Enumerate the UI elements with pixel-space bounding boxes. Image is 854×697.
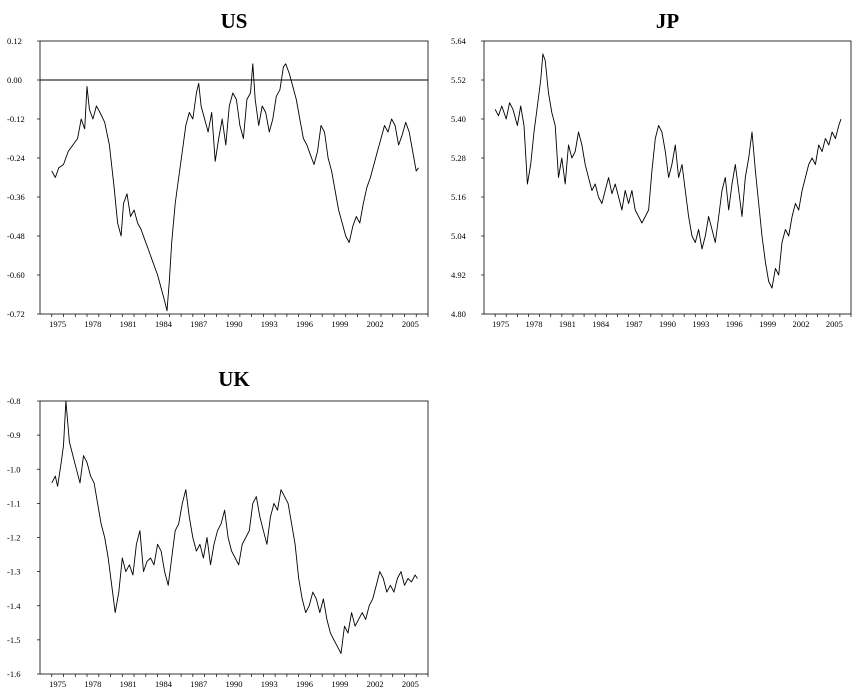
x-tick-label-us: 1999 bbox=[331, 319, 348, 329]
x-tick-label-jp: 2005 bbox=[826, 319, 843, 329]
y-tick-label-uk: -0.9 bbox=[7, 430, 20, 440]
x-tick-label-us: 2005 bbox=[402, 319, 419, 329]
y-tick-label-uk: -1.0 bbox=[7, 464, 20, 474]
y-tick-label-jp: 5.28 bbox=[451, 153, 466, 163]
x-tick-label-jp: 1981 bbox=[559, 319, 576, 329]
y-tick-label-uk: -1.2 bbox=[7, 533, 20, 543]
y-tick-label-uk: -1.6 bbox=[7, 669, 20, 679]
y-tick-label-jp: 5.16 bbox=[451, 192, 466, 202]
x-tick-label-us: 2002 bbox=[367, 319, 384, 329]
y-tick-label-us: 0.00 bbox=[7, 75, 22, 85]
x-tick-label-uk: 2005 bbox=[402, 679, 419, 689]
x-tick-label-us: 1996 bbox=[296, 319, 313, 329]
x-tick-label-uk: 1990 bbox=[226, 679, 243, 689]
x-tick-label-uk: 1981 bbox=[120, 679, 137, 689]
plot-frame-jp bbox=[483, 40, 852, 315]
x-tick-label-us: 1975 bbox=[49, 319, 66, 329]
x-tick-label-uk: 1987 bbox=[190, 679, 207, 689]
x-tick-label-us: 1987 bbox=[190, 319, 207, 329]
y-tick-label-jp: 5.04 bbox=[451, 231, 467, 241]
series-line-uk bbox=[51, 400, 418, 654]
y-tick-label-uk: -1.3 bbox=[7, 567, 20, 577]
x-tick-label-jp: 1975 bbox=[492, 319, 509, 329]
x-tick-label-us: 1990 bbox=[226, 319, 243, 329]
x-tick-label-jp: 1984 bbox=[592, 319, 610, 329]
x-tick-label-jp: 1999 bbox=[759, 319, 776, 329]
plot-frame-uk bbox=[39, 400, 429, 675]
x-tick-label-us: 1978 bbox=[84, 319, 101, 329]
chart-us: US 0.12 0.00 -0.12 -0.24 -0.36 -0.48 -0.60 -0.72… bbox=[7, 9, 429, 329]
plot-frame-us bbox=[39, 40, 429, 315]
y-tick-label-jp: 5.52 bbox=[451, 75, 466, 85]
x-tick-label-us: 1981 bbox=[120, 319, 137, 329]
y-tick-label-uk: -0.8 bbox=[7, 396, 20, 406]
y-tick-label-us: -0.48 bbox=[7, 231, 25, 241]
y-tick-label-uk: -1.4 bbox=[7, 601, 21, 611]
x-tick-label-jp: 1990 bbox=[659, 319, 676, 329]
chart-jp: JP 5.64 5.52 5.40 5.28 5.16 5.04 4.92 4.80 1975 19… bbox=[451, 9, 852, 329]
x-tick-label-jp: 1993 bbox=[692, 319, 709, 329]
y-tick-label-uk: -1.1 bbox=[7, 498, 20, 508]
x-tick-label-uk: 1984 bbox=[155, 679, 173, 689]
y-tick-label-jp: 4.92 bbox=[451, 270, 466, 280]
y-tick-label-jp: 4.80 bbox=[451, 309, 466, 319]
chart-title-uk: UK bbox=[218, 367, 250, 391]
chart-panel-us: US 0.12 0.00 -0.12 -0.24 -0.36 -0.48 -0.60 -0.72… bbox=[0, 0, 430, 330]
series-line-us bbox=[51, 63, 419, 312]
series-line-jp bbox=[494, 53, 842, 289]
x-tick-label-uk: 2002 bbox=[367, 679, 384, 689]
x-tick-label-jp: 1987 bbox=[626, 319, 643, 329]
x-tick-label-jp: 1996 bbox=[726, 319, 743, 329]
x-tick-label-uk: 1999 bbox=[331, 679, 348, 689]
y-tick-label-us: 0.12 bbox=[7, 36, 22, 46]
x-tick-label-uk: 1993 bbox=[261, 679, 278, 689]
y-tick-label-us: -0.12 bbox=[7, 114, 25, 124]
x-tick-label-uk: 1978 bbox=[84, 679, 101, 689]
x-tick-label-us: 1993 bbox=[261, 319, 278, 329]
chart-panel-jp: JP 5.64 5.52 5.40 5.28 5.16 5.04 4.92 4.80 1975 19… bbox=[432, 0, 854, 330]
y-tick-label-us: -0.36 bbox=[7, 192, 25, 202]
y-tick-label-us: -0.72 bbox=[7, 309, 25, 319]
chart-panel-uk: UK -0.8 -0.9 -1.0 -1.1 -1.2 -1.3 -1.4 -1.5 -1.6 19… bbox=[0, 358, 430, 697]
x-tick-label-jp: 1978 bbox=[526, 319, 543, 329]
x-tick-label-us: 1984 bbox=[155, 319, 173, 329]
x-tick-label-jp: 2002 bbox=[792, 319, 809, 329]
chart-title-us: US bbox=[221, 9, 248, 33]
y-tick-label-jp: 5.64 bbox=[451, 36, 467, 46]
chart-uk: UK -0.8 -0.9 -1.0 -1.1 -1.2 -1.3 -1.4 -1.5 -1.6 19… bbox=[7, 367, 429, 689]
x-tick-label-uk: 1975 bbox=[49, 679, 66, 689]
y-tick-label-us: -0.60 bbox=[7, 270, 25, 280]
y-tick-label-jp: 5.40 bbox=[451, 114, 466, 124]
y-tick-label-us: -0.24 bbox=[7, 153, 25, 163]
y-tick-label-uk: -1.5 bbox=[7, 635, 20, 645]
x-tick-label-uk: 1996 bbox=[296, 679, 313, 689]
chart-title-jp: JP bbox=[656, 9, 680, 33]
